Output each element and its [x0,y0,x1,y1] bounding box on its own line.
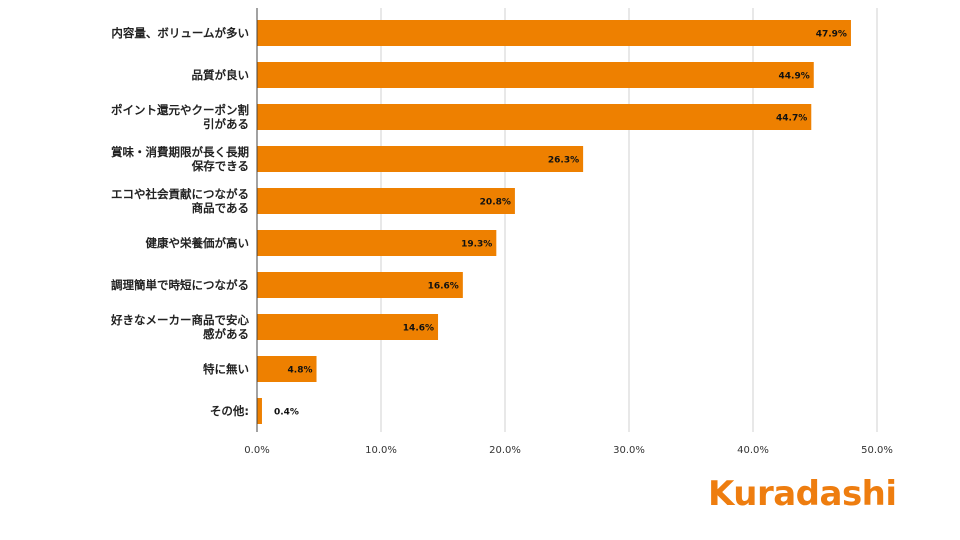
value-label: 4.8% [288,366,313,376]
bar [257,188,515,214]
x-tick-label: 0.0% [244,445,269,456]
bar [257,20,851,46]
x-tick-label: 50.0% [861,445,893,456]
value-label: 16.6% [428,282,459,292]
value-label: 14.6% [403,324,434,334]
value-label: 20.8% [480,198,511,208]
category-label: その他: [210,404,249,418]
category-label: 引がある [203,117,249,131]
kuradashi-logo: Kuradashi [708,474,897,514]
bar [257,356,317,382]
category-label: 保存できる [191,159,249,173]
value-label: 44.9% [779,72,810,82]
bar [257,62,814,88]
x-tick-label: 40.0% [737,445,769,456]
x-tick-label: 30.0% [613,445,645,456]
category-label: エコや社会貢献につながる [111,187,249,201]
category-label: 商品である [192,201,249,215]
bar [257,230,497,256]
x-tick-label: 10.0% [365,445,397,456]
bar [257,272,463,298]
value-label: 26.3% [548,156,579,166]
category-label: 健康や栄養価が高い [146,236,250,250]
category-label: ポイント還元やクーポン割 [111,103,249,117]
value-label: 0.4% [274,408,299,418]
category-label: 内容量、ボリュームが多い [111,26,249,40]
category-label: 調理簡単で時短につながる [111,278,249,292]
category-label: 特に無い [203,362,249,376]
bar [257,398,262,424]
bar [257,146,584,172]
category-label: 好きなメーカー商品で安心 [110,313,249,327]
x-tick-label: 20.0% [489,445,521,456]
category-label: 品質が良い [192,68,250,82]
bar [257,104,812,130]
value-label: 19.3% [461,240,492,250]
value-label: 44.7% [776,114,807,124]
category-label: 感がある [203,327,249,341]
category-label: 賞味・消費期限が長く長期 [111,145,249,159]
bar [257,314,439,340]
value-label: 47.9% [816,30,847,40]
